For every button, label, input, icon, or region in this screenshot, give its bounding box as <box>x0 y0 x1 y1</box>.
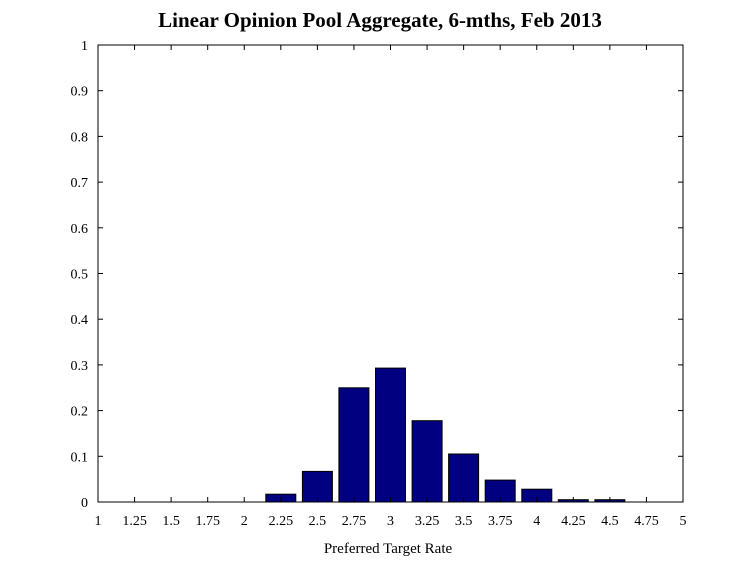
y-tick-label: 0.9 <box>71 85 89 100</box>
bars-group <box>265 367 626 503</box>
y-tick-label: 0.5 <box>71 268 89 283</box>
x-tick-label: 3.5 <box>455 514 473 529</box>
x-tick-label: 2.5 <box>309 514 327 529</box>
x-tick-label: 3.75 <box>488 514 513 529</box>
bar-3.25 <box>411 420 443 503</box>
y-tick-label: 0.6 <box>71 222 89 237</box>
x-tick-label: 4.5 <box>601 514 619 529</box>
x-tick-label: 1.25 <box>122 514 147 529</box>
x-tick-label: 4 <box>533 514 540 529</box>
x-tick-label: 1 <box>95 514 102 529</box>
y-tick-label: 1 <box>81 39 88 54</box>
y-tick-label: 0.3 <box>71 359 89 374</box>
y-tick-label: 0.7 <box>71 176 89 191</box>
bar-3.5 <box>448 453 480 503</box>
x-tick-label: 2.25 <box>269 514 294 529</box>
bar-2.75 <box>338 387 370 503</box>
y-axis: 0 0.1 0.2 0.3 0.4 0.5 0.6 0.7 0.8 0.9 1 <box>71 39 683 511</box>
x-axis-label: Preferred Target Rate <box>324 541 453 557</box>
x-tick-label: 1.5 <box>162 514 180 529</box>
x-tick-label: 2.75 <box>342 514 367 529</box>
x-tick-label: 2 <box>241 514 248 529</box>
x-tick-label: 4.25 <box>561 514 586 529</box>
x-tick-label: 3 <box>387 514 394 529</box>
y-tick-label: 0 <box>81 496 88 511</box>
y-tick-label: 0.4 <box>71 313 89 328</box>
x-tick-label: 5 <box>680 514 687 529</box>
chart-title: Linear Opinion Pool Aggregate, 6-mths, F… <box>158 8 602 32</box>
y-tick-label: 0.1 <box>71 450 89 465</box>
y-tick-label: 0.2 <box>71 405 89 420</box>
x-tick-label: 3.25 <box>415 514 440 529</box>
x-axis: 1 1.25 1.5 1.75 2 2.25 2.5 2.75 3 3.25 3.5 3.75 4 4.2… <box>95 45 687 529</box>
x-tick-label: 4.75 <box>634 514 659 529</box>
x-tick-label: 1.75 <box>195 514 220 529</box>
y-tick-label: 0.8 <box>71 130 89 145</box>
bar-3 <box>375 367 406 503</box>
